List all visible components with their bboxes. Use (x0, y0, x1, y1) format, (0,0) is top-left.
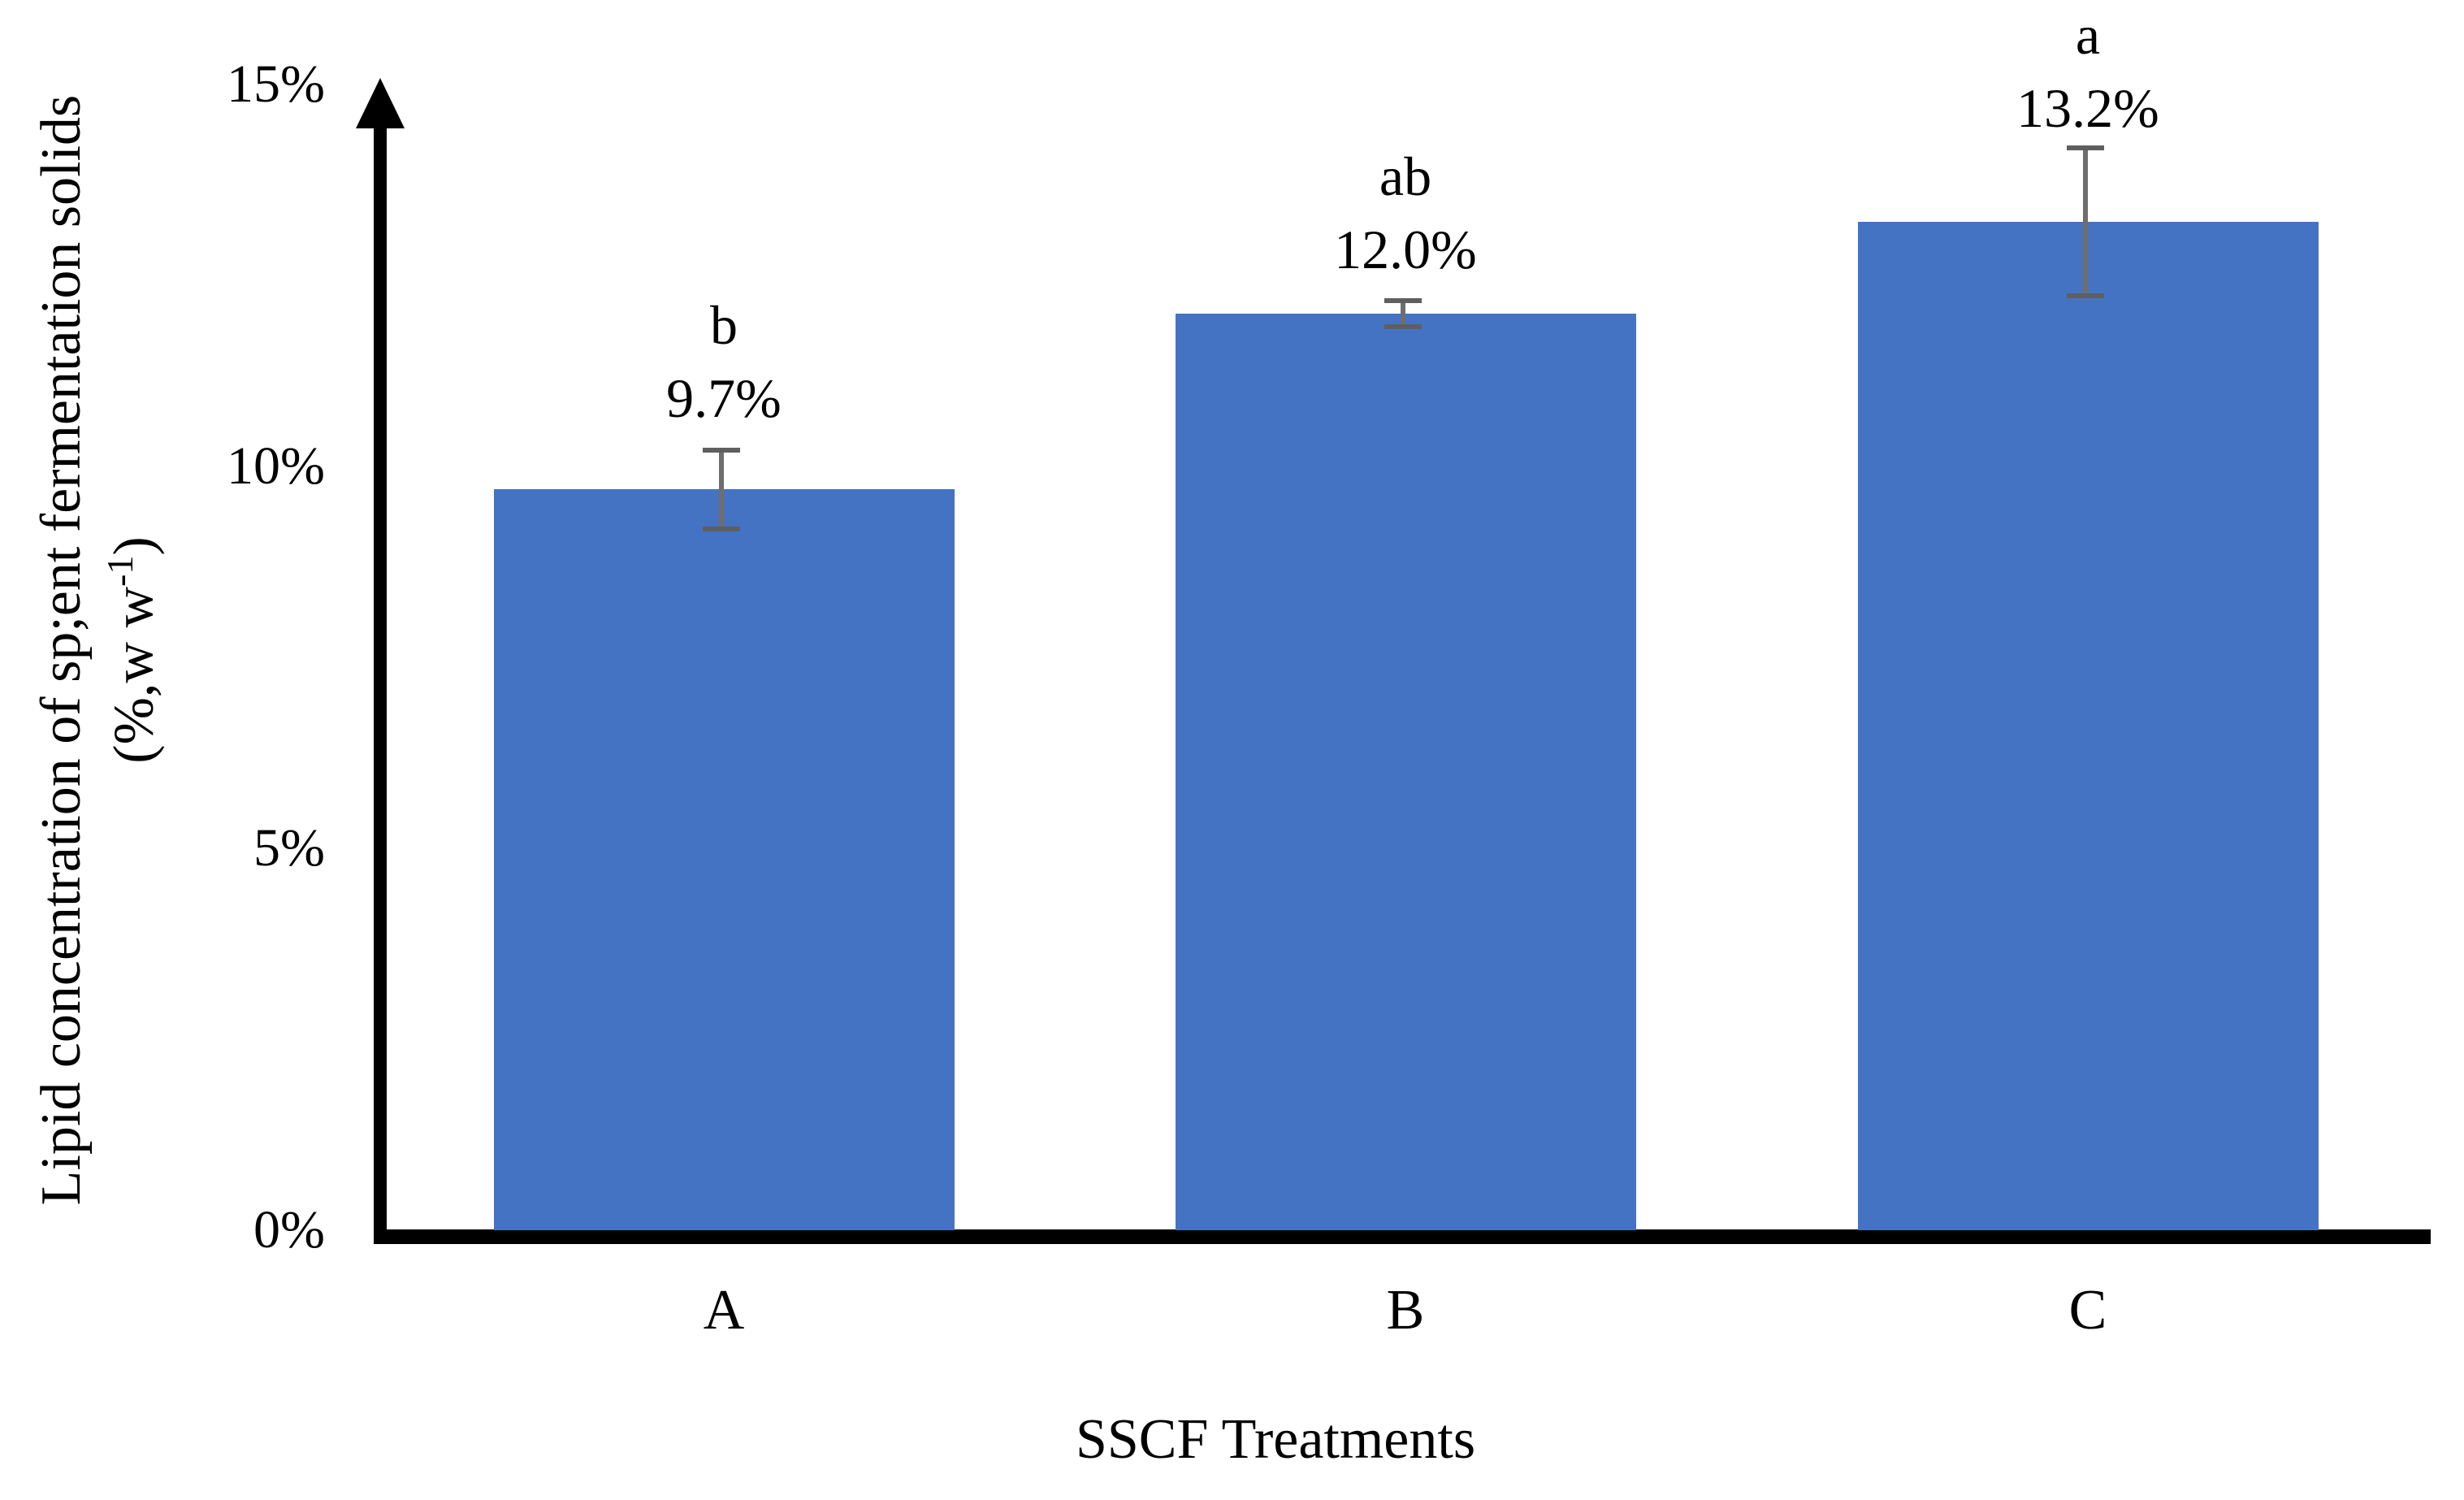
y-axis-title-line1: Lipid concentration of sp;ent fermentati… (30, 94, 93, 1206)
bar (1857, 222, 2319, 1230)
error-bar-top-cap (1384, 298, 1422, 304)
error-bar-top-cap (2067, 145, 2104, 151)
x-category-label: A (703, 1279, 745, 1342)
bar-significance-letter: ab (1379, 145, 1432, 207)
bar-value-label: 9.7% (666, 367, 782, 429)
x-axis-title: SSCF Treatments (1075, 1408, 1476, 1471)
y-tick-label: 10% (227, 436, 325, 496)
y-axis-title-superscript: -1 (99, 555, 141, 587)
bar-value-label: 13.2% (2016, 77, 2159, 139)
y-axis-arrow-icon (356, 78, 405, 128)
y-tick-label: 15% (227, 54, 325, 114)
bar-significance-letter: a (2075, 4, 2101, 66)
error-bar-bottom-cap (2067, 293, 2104, 299)
bar (493, 489, 955, 1230)
y-axis-title-line2: (%,w w-1) (99, 536, 166, 764)
error-bar (719, 447, 724, 531)
error-bar (1401, 298, 1405, 329)
x-category-label: C (2068, 1279, 2107, 1342)
bar (1175, 314, 1636, 1230)
error-bar-bottom-cap (1384, 323, 1422, 329)
y-tick-label: 0% (253, 1200, 325, 1259)
bar-value-label: 12.0% (1334, 219, 1477, 280)
y-axis-line (374, 122, 387, 1244)
y-axis-title: Lipid concentration of sp;ent fermentati… (30, 41, 195, 1259)
bar-significance-letter: b (710, 294, 738, 356)
error-bar (2083, 145, 2088, 299)
error-bar-top-cap (703, 447, 740, 453)
x-axis-line (374, 1229, 2431, 1244)
x-category-label: B (1386, 1279, 1425, 1342)
y-tick-label: 5% (253, 818, 325, 878)
error-bar-bottom-cap (703, 526, 740, 531)
